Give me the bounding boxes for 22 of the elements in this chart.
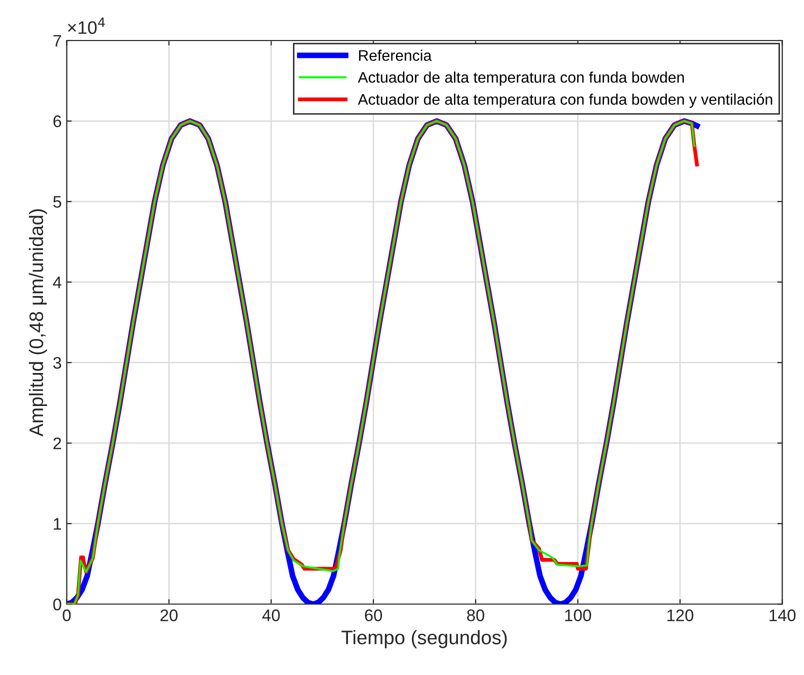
y-tick-label: 1 [54,518,62,530]
x-tick-label: 0 [62,609,71,622]
y-tick-label: 5 [53,196,62,208]
text: ×10$^{4}$ [68,18,105,34]
y-tick-label: 0 [53,598,62,610]
y-axis-title: Amplitud (0,48 μm/unidad) [28,209,48,436]
y-tick-label: 4 [52,276,62,288]
x-tick-label: 120 [667,609,694,622]
legend-label: Referencia [359,50,432,61]
x-axis-title: Tiempo (segundos) [342,630,507,648]
legend-label: Actuador de alta temperatura con funda bowden y ventilación [358,93,772,108]
x-tick-label: 100 [565,609,592,622]
legend-label: Actuador de alta temperatura con funda bowden [358,72,684,86]
y-tick-label: 7 [53,35,62,47]
y-tick-label: 3 [53,356,62,369]
x-tick-label: 140 [770,609,796,622]
x-tick-label: 80 [467,609,484,622]
x-tick-label: 20 [160,609,178,622]
y-tick-label: 2 [53,437,62,450]
x-tick-label: 60 [364,609,382,622]
y-tick-label: 6 [53,115,62,128]
x-tick-label: 40 [262,609,280,622]
